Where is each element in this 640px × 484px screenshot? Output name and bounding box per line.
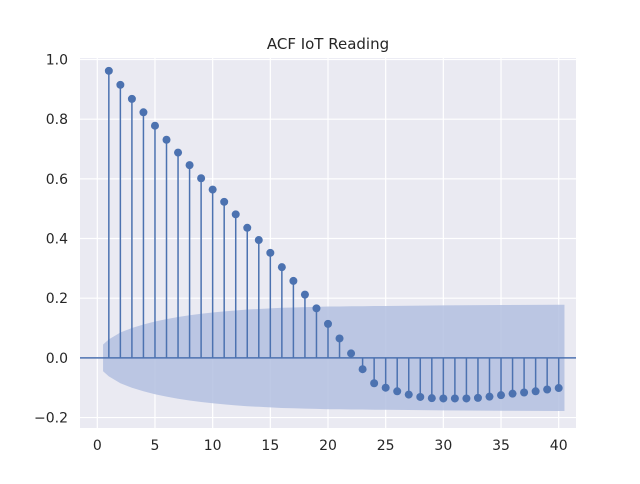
acf-point (150, 121, 159, 130)
acf-point (139, 108, 148, 117)
x-tick-label: 35 (492, 438, 510, 454)
acf-point (335, 334, 344, 343)
acf-point (197, 174, 206, 183)
y-tick-label: 1.0 (46, 52, 68, 68)
acf-point (381, 383, 390, 392)
acf-point (393, 387, 402, 396)
x-tick-label: 15 (261, 438, 279, 454)
acf-stems (104, 66, 563, 403)
x-tick-label: 40 (550, 438, 568, 454)
acf-point (508, 389, 517, 398)
acf-point (543, 385, 552, 394)
acf-point (277, 263, 286, 272)
y-axis-tick-labels: −0.2 0.0 0.2 0.4 0.6 0.8 1.0 (34, 52, 68, 426)
acf-point (116, 80, 125, 89)
acf-point (104, 66, 113, 75)
acf-point (254, 236, 263, 245)
acf-point (358, 365, 367, 374)
acf-point (554, 384, 563, 393)
acf-point (300, 290, 309, 299)
x-tick-label: 30 (434, 438, 452, 454)
y-tick-label: 0.6 (46, 172, 68, 188)
acf-point (208, 185, 217, 194)
acf-point (312, 304, 321, 313)
y-tick-label: 0.4 (46, 232, 68, 248)
acf-point (162, 135, 171, 144)
acf-point (243, 223, 252, 232)
acf-point (220, 197, 229, 206)
x-tick-label: 20 (319, 438, 337, 454)
y-tick-label: 0.2 (46, 291, 68, 307)
x-axis-tick-labels: 0 5 10 15 20 25 30 35 40 (93, 438, 568, 454)
acf-point (439, 394, 448, 403)
acf-point (520, 388, 529, 397)
acf-point (185, 161, 194, 170)
acf-point (497, 391, 506, 400)
acf-point (174, 148, 183, 157)
acf-point (427, 394, 436, 403)
acf-point (531, 387, 540, 396)
x-tick-label: 5 (151, 438, 160, 454)
acf-point (231, 210, 240, 219)
acf-point (370, 379, 379, 388)
y-tick-label: −0.2 (34, 411, 68, 427)
x-tick-label: 0 (93, 438, 102, 454)
acf-point (450, 394, 459, 403)
y-tick-label: 0.8 (46, 112, 68, 128)
chart-title: ACF IoT Reading (267, 35, 389, 53)
acf-point (404, 390, 413, 399)
acf-point (485, 392, 494, 401)
x-tick-label: 10 (204, 438, 222, 454)
acf-point (347, 349, 356, 358)
acf-point (462, 394, 471, 403)
x-tick-label: 25 (377, 438, 395, 454)
acf-point (473, 393, 482, 402)
y-tick-label: 0.0 (46, 351, 68, 367)
acf-point (416, 392, 425, 401)
acf-point (127, 94, 136, 103)
acf-point (324, 319, 332, 328)
acf-point (289, 276, 298, 285)
acf-point (266, 248, 275, 257)
